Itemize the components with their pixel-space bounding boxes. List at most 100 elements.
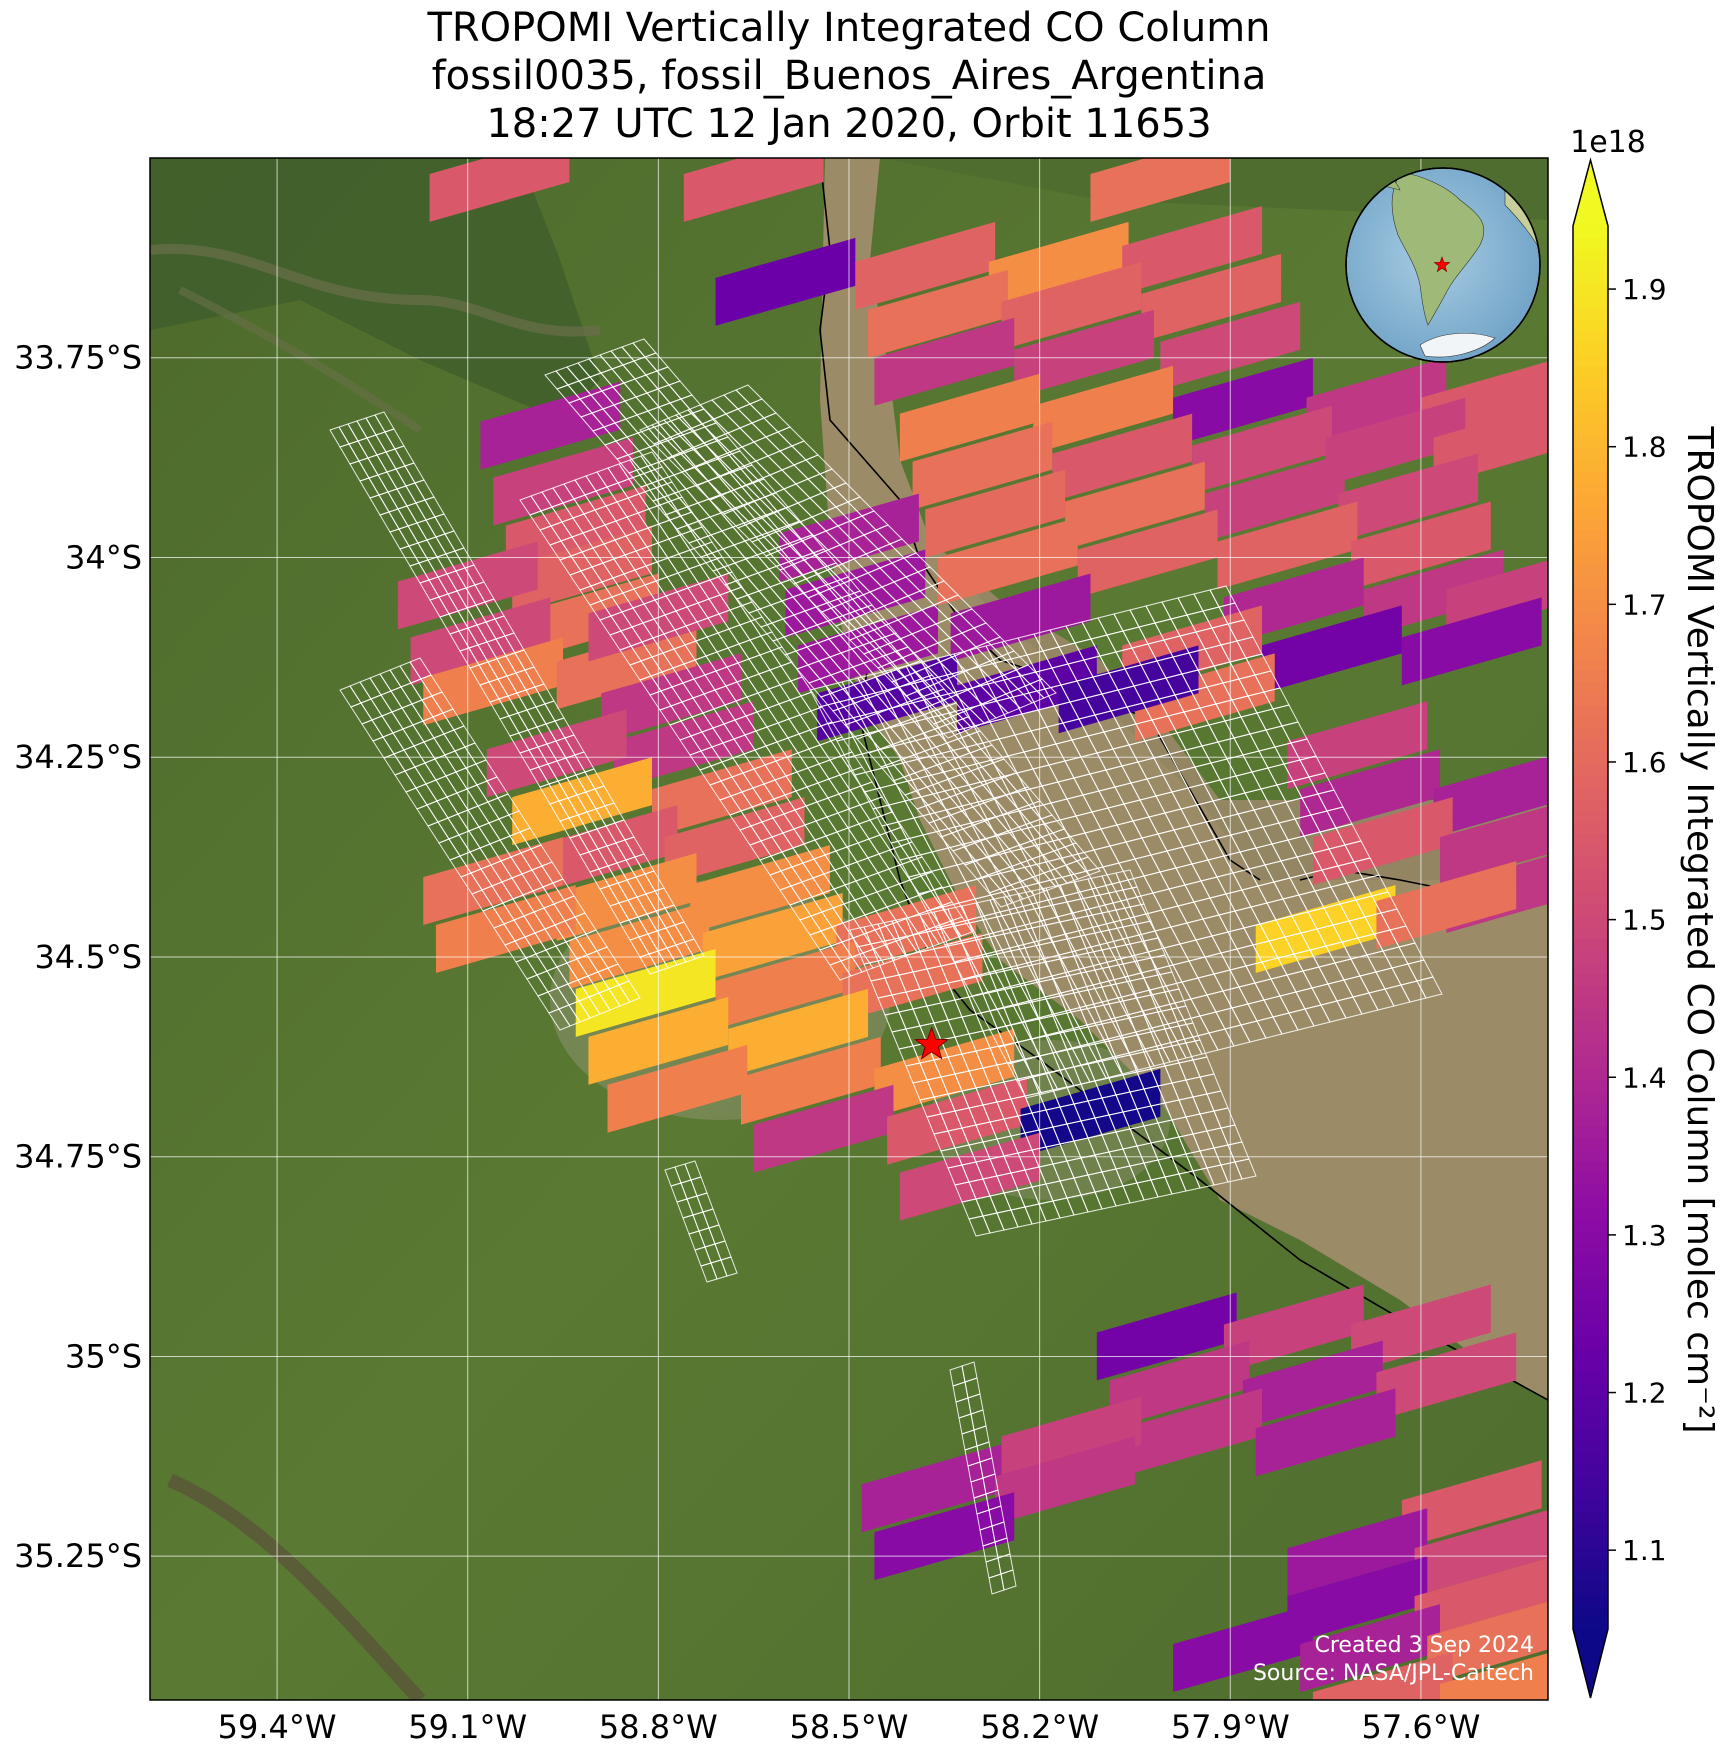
co-pixel — [1122, 1388, 1263, 1477]
colorbar-tick-label: 1.3 — [1622, 1219, 1667, 1252]
title-line-2: fossil0035, fossil_Buenos_Aires_Argentin… — [431, 53, 1267, 99]
created-date: Created 3 Sep 2024 — [1315, 1633, 1535, 1658]
co-pixel — [512, 525, 653, 614]
co-pixel — [423, 637, 564, 726]
site-star — [913, 1026, 950, 1060]
co-pixel — [1141, 253, 1282, 342]
co-pixel — [607, 1044, 748, 1133]
co-pixel — [1204, 453, 1345, 542]
co-pixel — [1077, 509, 1218, 598]
co-pixel — [861, 1444, 1002, 1533]
lon-tick-label: 58.2°W — [980, 1708, 1099, 1746]
figure-title: TROPOMI Vertically Integrated CO Column … — [150, 4, 1548, 148]
lon-tick-label: 58.5°W — [790, 1708, 909, 1746]
co-pixel — [728, 988, 869, 1077]
lat-tick-label: 34.25°S — [14, 738, 142, 776]
co-pixel — [1376, 861, 1517, 949]
lat-tick-label: 35°S — [65, 1337, 142, 1375]
footprint-grid — [329, 338, 1443, 1595]
co-pixel — [1014, 309, 1155, 398]
site-marker-star — [913, 1026, 950, 1060]
colorbar-tick-label: 1.9 — [1622, 273, 1667, 306]
co-pixel — [429, 158, 570, 222]
colorbar-tick-label: 1.4 — [1622, 1061, 1667, 1094]
co-pixel — [912, 421, 1053, 510]
co-pixel — [1217, 501, 1358, 590]
co-pixel — [1173, 357, 1313, 446]
co-pixel — [575, 948, 716, 1037]
co-pixel — [537, 805, 678, 894]
co-pixel — [1096, 1292, 1237, 1381]
colorbar-tick-label: 1.8 — [1622, 431, 1667, 464]
co-pixel — [899, 373, 1040, 462]
colorbar-exponent: 1e18 — [1570, 125, 1646, 160]
lon-tick-label: 57.6°W — [1361, 1708, 1480, 1746]
co-pixel — [435, 885, 576, 973]
co-pixel — [1192, 405, 1332, 494]
co-pixel — [556, 621, 697, 710]
colorbar-tick-label: 1.2 — [1622, 1377, 1667, 1410]
colorbar-label: TROPOMI Vertically Integrated CO Column … — [1679, 425, 1720, 1433]
lon-tick-label: 58.8°W — [599, 1708, 718, 1746]
colorbar-tick-label: 1.6 — [1622, 746, 1667, 779]
co-pixel — [887, 1076, 1027, 1165]
lon-tick-label: 57.9°W — [1171, 1708, 1290, 1746]
co-pixel — [1173, 1604, 1313, 1693]
co-pixel — [1325, 397, 1466, 486]
lat-tick-label: 33.75°S — [14, 339, 142, 377]
co-pixel — [785, 549, 926, 638]
co-pixel — [601, 653, 741, 742]
co-pixel — [855, 221, 996, 310]
co-pixel — [423, 837, 564, 926]
co-pixel — [1065, 461, 1205, 550]
footprint-cell — [684, 938, 705, 960]
co-pixel — [1255, 1388, 1396, 1477]
co-pixel — [1262, 605, 1402, 694]
co-pixel — [1109, 1340, 1250, 1429]
co-pixel — [1122, 205, 1263, 294]
co-pixel — [512, 757, 653, 846]
co-pixel — [842, 932, 983, 1021]
footprint-cell — [1000, 1569, 1017, 1591]
co-pixel — [740, 1036, 881, 1125]
latitude-tick-labels: 33.75°S 34°S 34.25°S 34.5°S 34.75°S 35°S 35.25… — [14, 339, 142, 1575]
co-pixel — [683, 158, 824, 222]
co-pixel — [715, 940, 856, 1029]
co-pixel — [874, 1028, 1015, 1117]
co-pixel — [753, 1084, 894, 1173]
lon-tick-label: 59.1°W — [408, 1708, 527, 1746]
co-pixel — [817, 653, 958, 742]
co-pixel — [874, 317, 1015, 406]
co-pixel — [1300, 749, 1440, 838]
co-pixel — [1300, 1604, 1440, 1693]
colorbar: 1e18 1.1 1.2 1.3 1.4 1.5 1.6 1.7 1.8 1.9 TROPOMI… — [1570, 125, 1720, 1699]
longitude-tick-labels: 59.4°W 59.1°W 58.8°W 58.5°W 58.2°W 57.9°W 57.6… — [218, 1708, 1481, 1746]
co-pixel — [925, 469, 1066, 558]
co-pixel — [1376, 1332, 1517, 1421]
footprint-cell — [1234, 1158, 1257, 1180]
tropomi-pixels — [397, 158, 1548, 1700]
lon-tick-label: 59.4°W — [218, 1708, 337, 1746]
co-pixel — [798, 605, 938, 694]
lat-tick-label: 34.75°S — [14, 1138, 142, 1176]
co-pixel — [1287, 1508, 1428, 1597]
co-pixel — [715, 237, 856, 326]
co-pixel — [1439, 806, 1548, 886]
co-pixel — [1414, 1558, 1548, 1645]
co-pixel — [1401, 1460, 1542, 1549]
title-line-1: TROPOMI Vertically Integrated CO Column — [427, 5, 1271, 51]
footprint-cell — [720, 1256, 738, 1277]
lat-tick-label: 34.5°S — [34, 938, 142, 976]
source-credit: Source: NASA/JPL-Caltech — [1253, 1661, 1534, 1686]
footprint-cell — [1076, 856, 1101, 876]
co-pixel — [1033, 365, 1174, 454]
colorbar-outline — [1572, 157, 1609, 1699]
co-pixel — [480, 381, 621, 470]
colorbar-tick-label: 1.7 — [1622, 588, 1667, 621]
lat-tick-label: 34°S — [65, 538, 142, 576]
colorbar-tick-label: 1.5 — [1622, 904, 1667, 937]
co-pixel — [1001, 1396, 1142, 1485]
co-pixel — [937, 517, 1078, 606]
co-pixel — [652, 749, 792, 838]
